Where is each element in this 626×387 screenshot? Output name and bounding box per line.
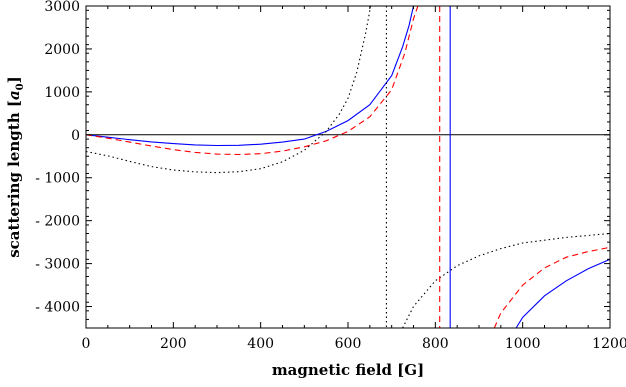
series-0-high-branch <box>515 258 610 328</box>
series-2-high-branch <box>402 232 610 328</box>
y-tick-label: - 1000 <box>35 171 80 187</box>
series-1-low-branch <box>86 6 419 156</box>
x-tick-label: 800 <box>422 336 449 352</box>
asymptote-layer <box>385 6 451 328</box>
y-tick-label: - 3000 <box>35 257 80 273</box>
y-axis-title-main: scattering length [ <box>5 100 23 258</box>
y-axis-title: scattering length [a0] <box>5 76 26 258</box>
y-tick-label: - 4000 <box>35 300 80 316</box>
y-tick-label: 1000 <box>44 85 80 101</box>
series-layer <box>86 6 610 328</box>
y-tick-label: 0 <box>71 128 80 144</box>
y-ticks: 3000 2000 1000 0 - 1000 - 2000 - 3000 - 4000 <box>35 0 610 329</box>
x-tick-label: 600 <box>335 336 362 352</box>
x-tick-label: 1200 <box>592 336 626 352</box>
plot-frame <box>85 5 611 329</box>
x-tick-label: 0 <box>82 336 91 352</box>
x-tick-label: 400 <box>247 336 274 352</box>
series-1-high-branch <box>493 246 610 328</box>
y-axis-title-end: ] <box>5 76 23 83</box>
y-axis-title-var: a <box>5 90 23 100</box>
x-axis-title: magnetic field [G] <box>272 361 424 379</box>
series-2-low-branch <box>86 6 372 174</box>
y-tick-label: 3000 <box>44 0 80 15</box>
series-0-low-branch <box>86 6 415 147</box>
y-tick-label: - 2000 <box>35 214 80 230</box>
x-ticks: 0 200 400 600 800 1000 1200 <box>82 6 626 352</box>
x-tick-label: 200 <box>160 336 187 352</box>
y-tick-label: 2000 <box>44 42 80 58</box>
x-tick-label: 1000 <box>505 336 541 352</box>
y-axis-title-sub: 0 <box>15 83 26 90</box>
